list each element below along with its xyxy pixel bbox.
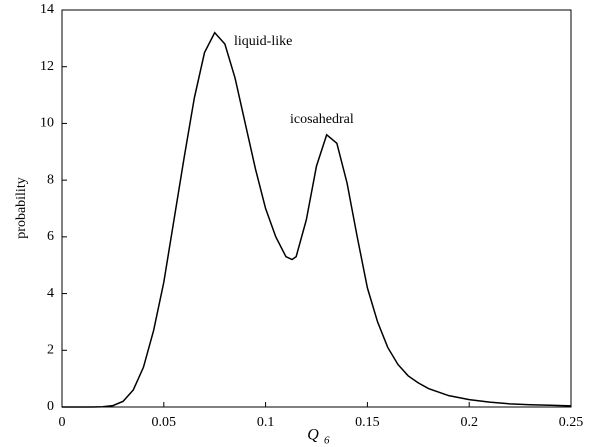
- annotation: icosahedral: [290, 112, 354, 127]
- x-tick-label: 0.1: [257, 415, 275, 430]
- y-tick-label: 14: [40, 2, 54, 17]
- x-tick-label: 0: [59, 415, 66, 430]
- annotation: liquid-like: [234, 34, 292, 49]
- line: [62, 31, 572, 408]
- y-tick-label: 12: [40, 59, 54, 74]
- y-tick-label: 4: [47, 286, 54, 301]
- x-tick-label: 0.15: [355, 415, 380, 430]
- y-tick-label: 6: [47, 229, 54, 244]
- x-tick-label: 0.25: [559, 415, 584, 430]
- y-tick-label: 2: [47, 343, 54, 358]
- x-axis-label-sub: 6: [324, 435, 330, 447]
- y-tick-label: 0: [47, 399, 54, 414]
- x-axis-label: Q: [307, 427, 319, 444]
- y-tick-label: 10: [40, 116, 54, 131]
- x-tick-label: 0.2: [460, 415, 478, 430]
- y-axis-label: probability: [14, 177, 29, 238]
- plot-frame: [61, 9, 572, 408]
- y-tick-label: 8: [47, 172, 54, 187]
- x-tick-label: 0.05: [152, 415, 177, 430]
